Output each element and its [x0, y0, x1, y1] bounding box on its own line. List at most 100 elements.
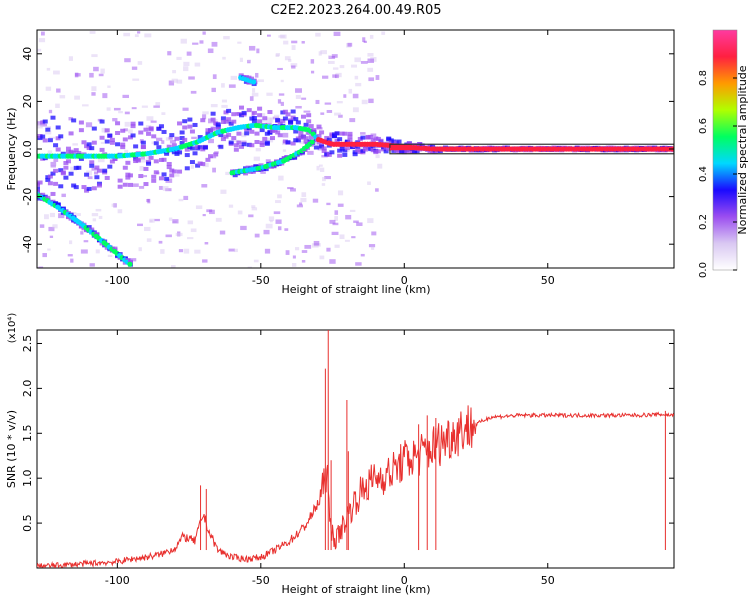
heatmap-cell: [321, 146, 327, 151]
heatmap-cell: [100, 68, 105, 74]
heatmap-cell: [76, 165, 82, 170]
heatmap-cell: [177, 121, 183, 126]
heatmap-cell: [344, 146, 350, 151]
heatmap-cell: [39, 224, 45, 228]
heatmap-cell: [92, 218, 97, 222]
heatmap-cell: [304, 244, 312, 249]
heatmap-cell: [241, 132, 247, 138]
heatmap-cell: [200, 118, 206, 123]
heatmap-cell: [197, 135, 203, 140]
heatmap-cell: [401, 149, 407, 154]
heatmap-cell: [430, 149, 436, 154]
heatmap-cell: [56, 88, 61, 93]
heatmap-cell: [204, 242, 209, 245]
heatmap-cell: [355, 148, 361, 153]
heatmap-cell: [259, 140, 265, 145]
heatmap-cell: [257, 106, 263, 111]
colorbar-tick-label: 0.6: [698, 118, 709, 134]
heatmap-cell: [360, 253, 365, 257]
heatmap-cell: [47, 138, 53, 143]
heatmap-cell: [362, 147, 368, 152]
y-tick-label: 0.5: [21, 514, 34, 532]
heatmap-cell: [321, 148, 327, 153]
heatmap-cell: [300, 197, 307, 203]
heatmap-cell: [153, 141, 159, 146]
heatmap-cell: [195, 205, 203, 209]
heatmap-cell: [37, 121, 42, 126]
heatmap-cell: [111, 203, 116, 207]
heatmap-cell: [86, 186, 92, 191]
heatmap-cell: [94, 175, 100, 180]
heatmap-cell: [161, 140, 165, 144]
heatmap-cell: [367, 58, 375, 63]
heatmap-cell: [50, 165, 56, 168]
heatmap-cell: [230, 75, 238, 80]
heatmap-cell: [353, 220, 359, 223]
heatmap-cell: [213, 152, 219, 157]
heatmap-cell: [318, 164, 323, 167]
heatmap-cell: [197, 145, 203, 150]
heatmap-cell: [342, 131, 348, 136]
heatmap-cell: [334, 131, 340, 136]
heatmap-cell: [190, 90, 197, 94]
heatmap-cell: [391, 148, 397, 153]
heatmap-cell: [210, 104, 218, 108]
heatmap-cell: [97, 158, 105, 163]
heatmap-cell: [265, 223, 273, 229]
heatmap-cell: [371, 231, 377, 236]
heatmap-cell: [220, 116, 226, 121]
heatmap-cell: [89, 72, 94, 78]
heatmap-cell: [287, 187, 294, 190]
heatmap-cell: [368, 134, 374, 139]
heatmap-cell: [132, 78, 140, 81]
heatmap-cell: [45, 127, 51, 132]
heatmap-cell: [352, 152, 358, 157]
heatmap-cell: [211, 41, 218, 47]
heatmap-cell: [352, 107, 359, 113]
heatmap-cell: [319, 144, 325, 149]
heatmap-cell: [130, 121, 136, 126]
heatmap-cell: [180, 38, 187, 44]
heatmap-cell: [168, 217, 173, 221]
heatmap-cell: [123, 32, 131, 37]
heatmap-cell: [166, 144, 172, 149]
heatmap-cell: [182, 107, 189, 111]
heatmap-cell: [50, 115, 56, 120]
heatmap-cell: [63, 160, 69, 165]
heatmap-cell: [117, 209, 123, 214]
heatmap-cell: [328, 55, 332, 59]
heatmap-cell: [37, 48, 42, 52]
heatmap-cell: [406, 141, 412, 146]
heatmap-cell: [127, 135, 133, 140]
heatmap-cell: [277, 121, 283, 126]
heatmap-cell: [171, 265, 176, 268]
heatmap-cell: [312, 198, 319, 203]
heatmap-cell: [316, 124, 322, 129]
heatmap-cell: [248, 45, 256, 51]
heatmap-cell: [361, 99, 368, 105]
heatmap-cell: [284, 228, 289, 231]
heatmap-cell: [326, 137, 332, 142]
heatmap-cell: [356, 222, 363, 226]
colorbar-tick-label: 0.8: [698, 70, 709, 86]
heatmap-cell: [352, 93, 359, 99]
heatmap-cell: [165, 234, 172, 238]
heatmap-cell: [139, 166, 144, 171]
heatmap-cell: [162, 186, 169, 191]
heatmap-cell: [220, 137, 226, 142]
heatmap-cell: [399, 149, 405, 154]
heatmap-cell: [68, 171, 74, 176]
heatmap-cell: [326, 109, 333, 113]
heatmap-cell: [42, 253, 47, 258]
heatmap-cell: [187, 220, 194, 225]
heatmap-cell: [140, 140, 146, 145]
heatmap-cell: [316, 165, 320, 171]
heatmap-cell: [53, 70, 60, 75]
heatmap-cell: [339, 131, 345, 136]
heatmap-cell: [251, 92, 259, 97]
heatmap-cell: [368, 77, 375, 82]
heatmap-cell: [146, 116, 154, 121]
heatmap-cell: [174, 174, 180, 177]
heatmap-cell: [107, 164, 113, 169]
heatmap-cell: [221, 104, 228, 108]
